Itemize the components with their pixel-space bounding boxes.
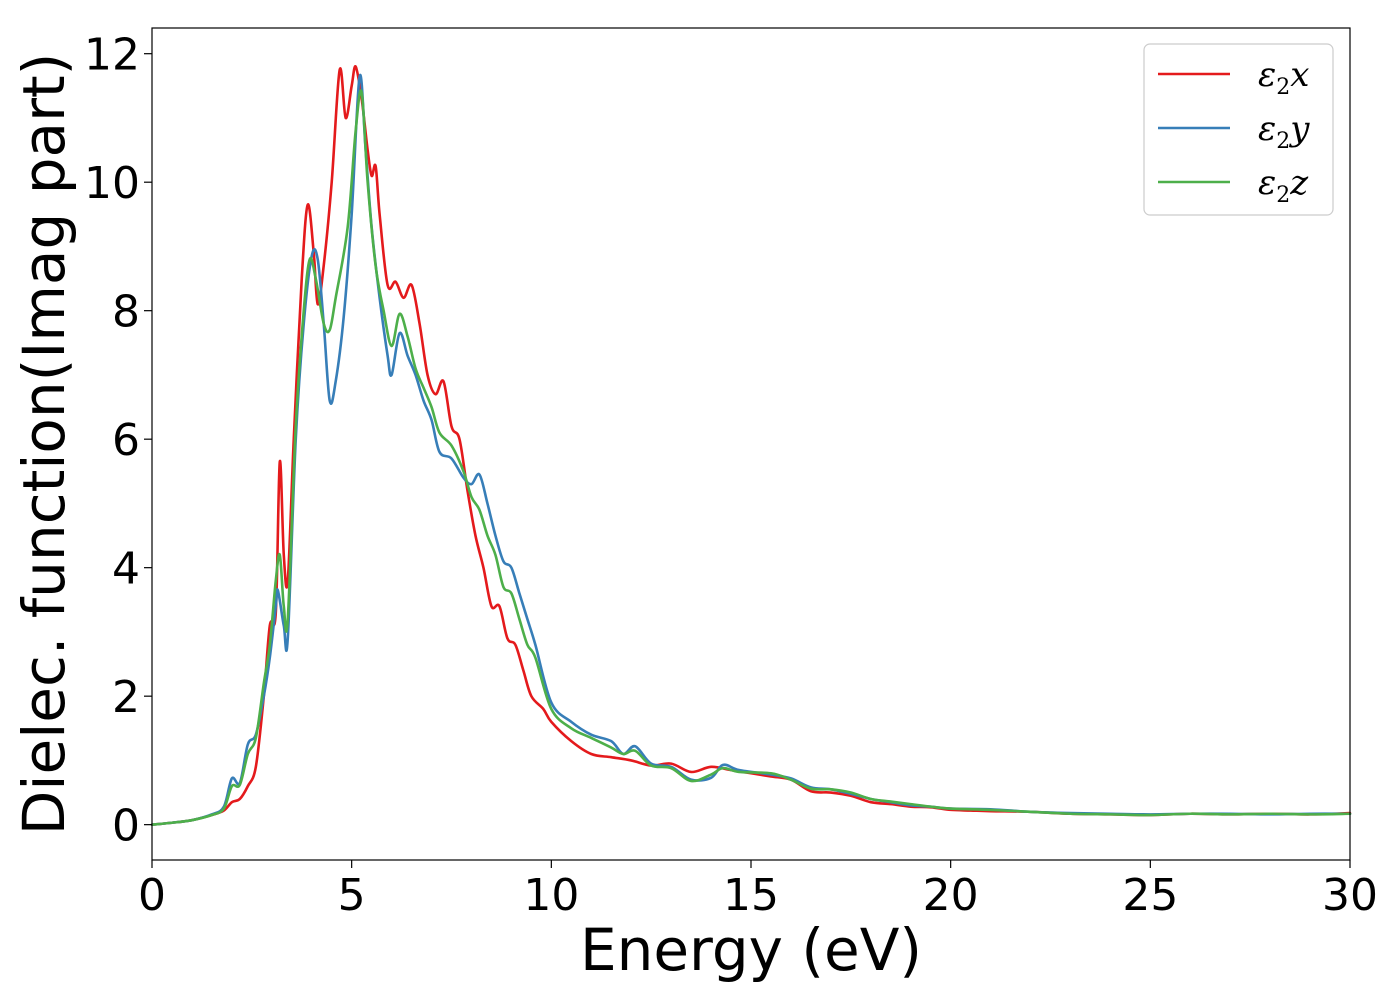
- x-tick-label: 20: [923, 870, 979, 921]
- y-axis-title: Dielec. function(Imag part): [10, 53, 78, 836]
- series-line-z: [150, 89, 1352, 826]
- y-tick-label: 2: [112, 672, 140, 723]
- legend-label-z: ε2z: [1258, 163, 1309, 208]
- x-tick-label: 5: [338, 870, 366, 921]
- legend-label-y: ε2y: [1258, 109, 1310, 154]
- y-tick-label: 12: [84, 30, 140, 81]
- legend: ε2x ε2y ε2z: [1143, 43, 1334, 216]
- y-axis-ticks: 0 2 4 6 8 10 12: [84, 30, 152, 852]
- series-line-x: [150, 65, 1352, 826]
- legend-box: [1143, 43, 1334, 216]
- y-tick-label: 4: [112, 544, 140, 595]
- series-layer: [150, 65, 1352, 826]
- x-axis-title: Energy (eV): [580, 916, 922, 984]
- x-tick-label: 25: [1122, 870, 1178, 921]
- x-tick-label: 0: [138, 870, 166, 921]
- y-tick-label: 10: [84, 158, 140, 209]
- x-tick-label: 15: [723, 870, 779, 921]
- y-tick-label: 6: [112, 415, 140, 466]
- legend-label-x: ε2x: [1258, 55, 1309, 100]
- x-tick-label: 30: [1322, 870, 1378, 921]
- x-axis-ticks: 0 5 10 15 20 25 30: [138, 860, 1378, 921]
- y-tick-label: 8: [112, 287, 140, 338]
- x-tick-label: 10: [523, 870, 579, 921]
- y-tick-label: 0: [112, 801, 140, 852]
